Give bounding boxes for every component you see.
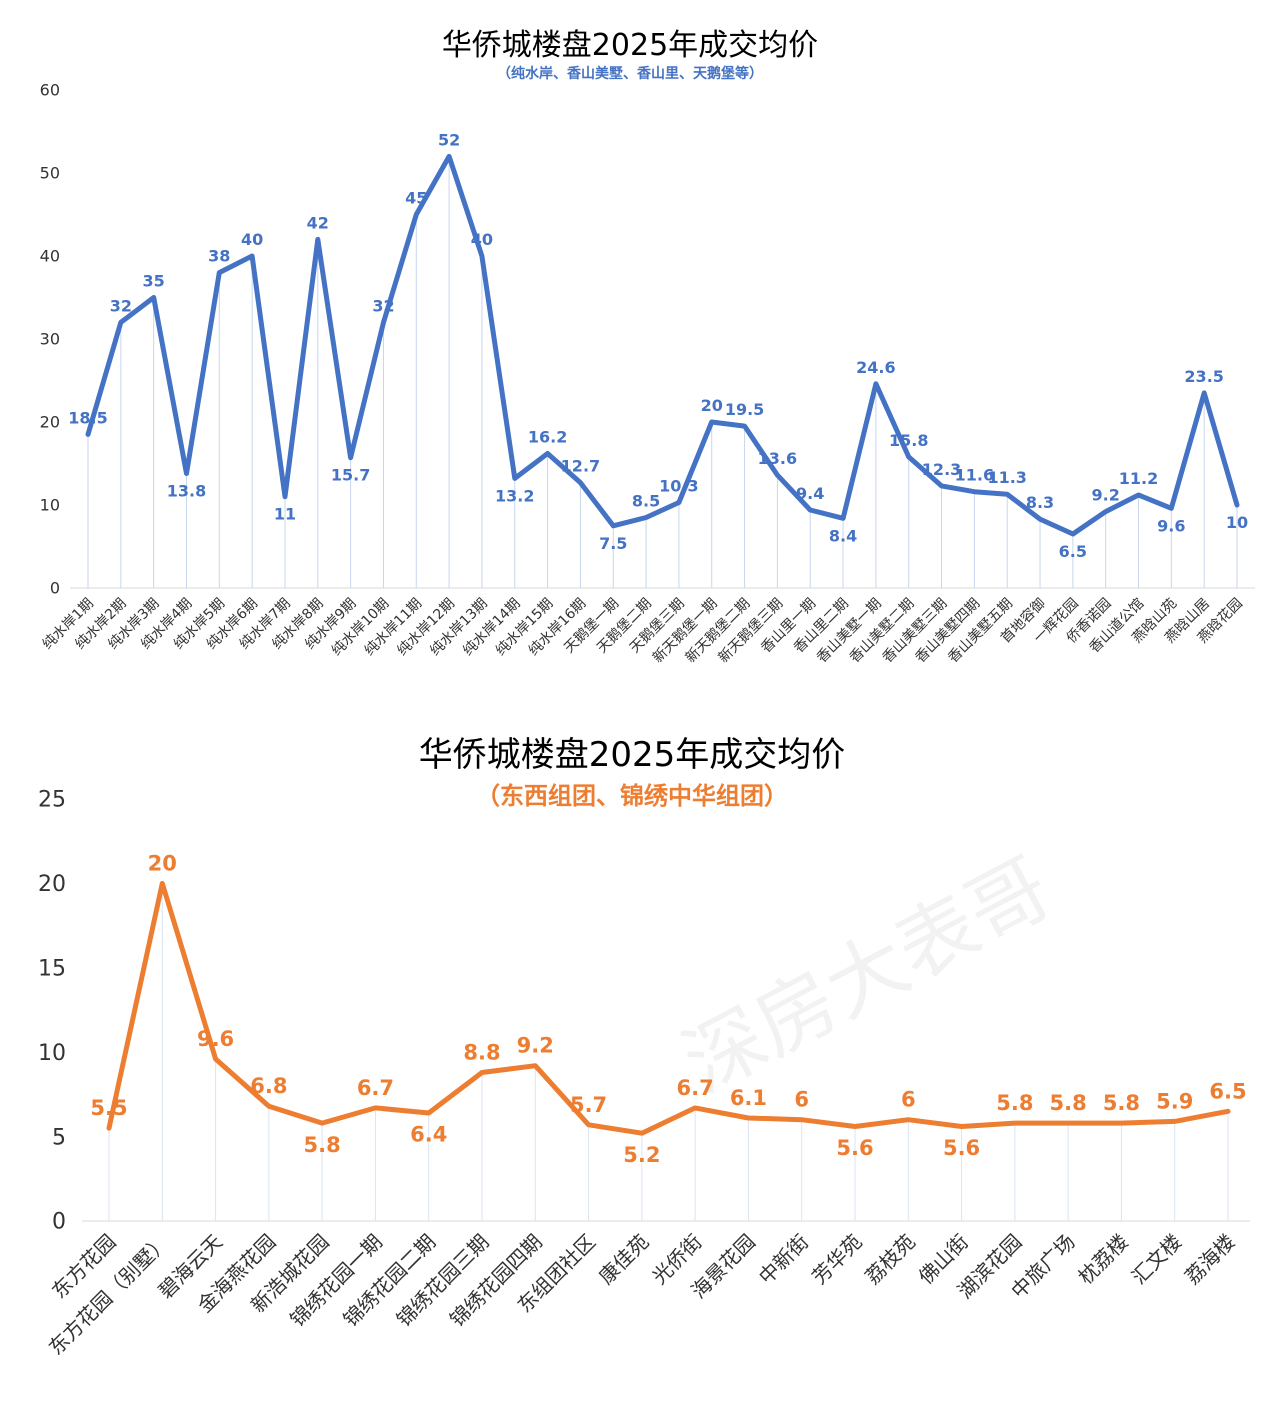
y-tick-label: 60	[40, 81, 60, 100]
data-label: 35	[143, 272, 165, 291]
data-label: 5.7	[570, 1093, 607, 1117]
data-label: 15.7	[331, 466, 370, 485]
data-label: 52	[438, 130, 460, 149]
x-tick-label: 芳华苑	[807, 1230, 866, 1289]
chart-top-title: 华侨城楼盘2025年成交均价	[442, 28, 818, 63]
x-tick-label: 汇文楼	[1127, 1230, 1186, 1289]
x-tick-label: 荔海楼	[1180, 1230, 1239, 1289]
data-label: 5.8	[304, 1133, 341, 1157]
data-label: 11.2	[1119, 469, 1158, 488]
y-tick-label: 20	[38, 872, 66, 897]
data-label: 23.5	[1184, 367, 1223, 386]
data-label: 5.8	[1050, 1091, 1087, 1115]
y-tick-label: 20	[40, 413, 60, 432]
data-label: 13.2	[495, 486, 534, 505]
data-label: 9.2	[517, 1034, 554, 1058]
data-label: 13.6	[758, 449, 797, 468]
chart-bottom-title: 华侨城楼盘2025年成交均价	[419, 735, 846, 775]
data-label: 5.6	[943, 1136, 980, 1160]
data-label: 32	[372, 296, 394, 315]
series-line	[85, 153, 1240, 537]
x-tick-label: 中新街	[754, 1230, 813, 1289]
data-label: 5.5	[90, 1096, 127, 1120]
data-label: 5.8	[1103, 1091, 1140, 1115]
x-tick-label: 荔枝苑	[860, 1230, 919, 1289]
data-label: 6.4	[410, 1123, 447, 1147]
data-label: 38	[208, 247, 230, 266]
data-label: 12.7	[561, 457, 600, 476]
x-tick-label: 枕荔楼	[1074, 1230, 1133, 1289]
watermark: 深房大表哥	[669, 841, 1066, 1111]
data-label: 6	[794, 1088, 809, 1112]
y-tick-label: 10	[38, 1041, 66, 1066]
data-label: 9.4	[796, 484, 824, 503]
y-tick-label: 0	[52, 1210, 66, 1235]
data-label: 6.5	[1059, 542, 1087, 561]
data-label: 10	[1226, 513, 1248, 532]
data-label: 8.8	[463, 1040, 500, 1064]
chart-bottom-line: 华侨城楼盘2025年成交均价 （东西组团、锦绣中华组团） 深房大表哥 0 5 10 1…	[38, 735, 1250, 1360]
data-label: 20	[148, 851, 177, 875]
x-tick-label: 康佳苑	[594, 1230, 653, 1289]
data-label: 6.7	[677, 1076, 714, 1100]
series-line	[106, 880, 1231, 1136]
data-label: 16.2	[528, 428, 567, 447]
data-label: 40	[241, 230, 263, 249]
chart-top-line: 华侨城楼盘2025年成交均价 （纯水岸、香山美墅、香山里、天鹅堡等） 0 10 20…	[40, 28, 1255, 666]
data-label: 19.5	[725, 400, 764, 419]
data-label: 10.3	[659, 477, 698, 496]
data-label: 6.5	[1209, 1079, 1246, 1103]
data-label: 40	[471, 230, 493, 249]
data-label: 11.6	[955, 466, 994, 485]
data-label: 24.6	[856, 358, 895, 377]
data-label: 9.6	[197, 1027, 234, 1051]
data-label: 8.5	[632, 491, 660, 510]
y-tick-label: 15	[38, 957, 66, 982]
data-label: 32	[110, 296, 132, 315]
data-label: 18.5	[68, 408, 107, 427]
y-tick-label: 30	[40, 330, 60, 349]
data-label: 11.3	[987, 468, 1026, 487]
chart-bottom-subtitle: （东西组团、锦绣中华组团）	[476, 782, 788, 810]
data-label: 7.5	[599, 534, 627, 553]
data-label: 5.6	[836, 1136, 873, 1160]
data-label: 5.2	[623, 1143, 660, 1167]
data-label: 12.3	[922, 460, 961, 479]
y-tick-label: 5	[52, 1125, 66, 1150]
data-label: 5.9	[1156, 1089, 1193, 1113]
data-label: 20	[701, 396, 723, 415]
data-label: 5.8	[996, 1091, 1033, 1115]
data-label: 11	[274, 505, 296, 524]
data-label: 6.8	[250, 1074, 287, 1098]
data-label: 9.2	[1092, 486, 1120, 505]
data-label: 13.8	[167, 481, 206, 500]
data-label: 8.4	[829, 526, 857, 545]
data-label: 15.8	[889, 431, 928, 450]
y-tick-label: 25	[38, 788, 66, 813]
data-label: 42	[307, 213, 329, 232]
data-label: 8.3	[1026, 493, 1054, 512]
data-label: 6	[901, 1088, 916, 1112]
y-tick-label: 40	[40, 247, 60, 266]
chart-top-subtitle: （纯水岸、香山美墅、香山里、天鹅堡等）	[497, 65, 763, 82]
data-label: 6.1	[730, 1086, 767, 1110]
data-label: 6.7	[357, 1076, 394, 1100]
y-tick-label: 50	[40, 164, 60, 183]
y-tick-label: 0	[50, 579, 60, 598]
data-label: 45	[405, 189, 427, 208]
y-tick-label: 10	[40, 496, 60, 515]
data-label: 9.6	[1157, 516, 1185, 535]
